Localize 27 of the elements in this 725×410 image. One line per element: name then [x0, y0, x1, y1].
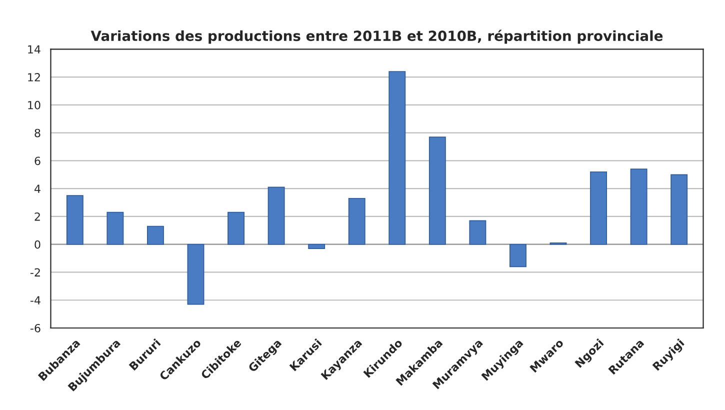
- y-tick-label: 4: [34, 184, 40, 193]
- chart-title: Variations des productions entre 2011B et 2010B, répartition provinciale: [90, 30, 663, 44]
- y-tick-label: 14: [28, 45, 40, 54]
- bar: [308, 244, 326, 249]
- bar: [670, 174, 688, 245]
- bar: [146, 226, 164, 245]
- bar: [469, 220, 486, 245]
- bar: [509, 244, 526, 268]
- bar: [348, 198, 366, 245]
- bar: [590, 171, 608, 245]
- y-tick-label: 0: [34, 240, 40, 249]
- y-tick-label: -4: [30, 296, 40, 304]
- bar: [187, 244, 204, 305]
- y-tick-label: 12: [28, 73, 40, 82]
- y-tick-label: 8: [34, 128, 40, 138]
- bar: [428, 136, 446, 245]
- bar: [106, 212, 124, 245]
- y-tick-label: 10: [28, 100, 40, 110]
- y-tick-label: -2: [30, 268, 40, 276]
- y-tick-label: 2: [34, 212, 40, 221]
- bar: [268, 186, 285, 245]
- bar: [66, 195, 84, 245]
- bar: [630, 168, 648, 245]
- bar: [228, 212, 245, 245]
- y-tick-label: 6: [34, 156, 40, 166]
- y-tick-label: -6: [30, 324, 40, 332]
- bar: [388, 71, 406, 245]
